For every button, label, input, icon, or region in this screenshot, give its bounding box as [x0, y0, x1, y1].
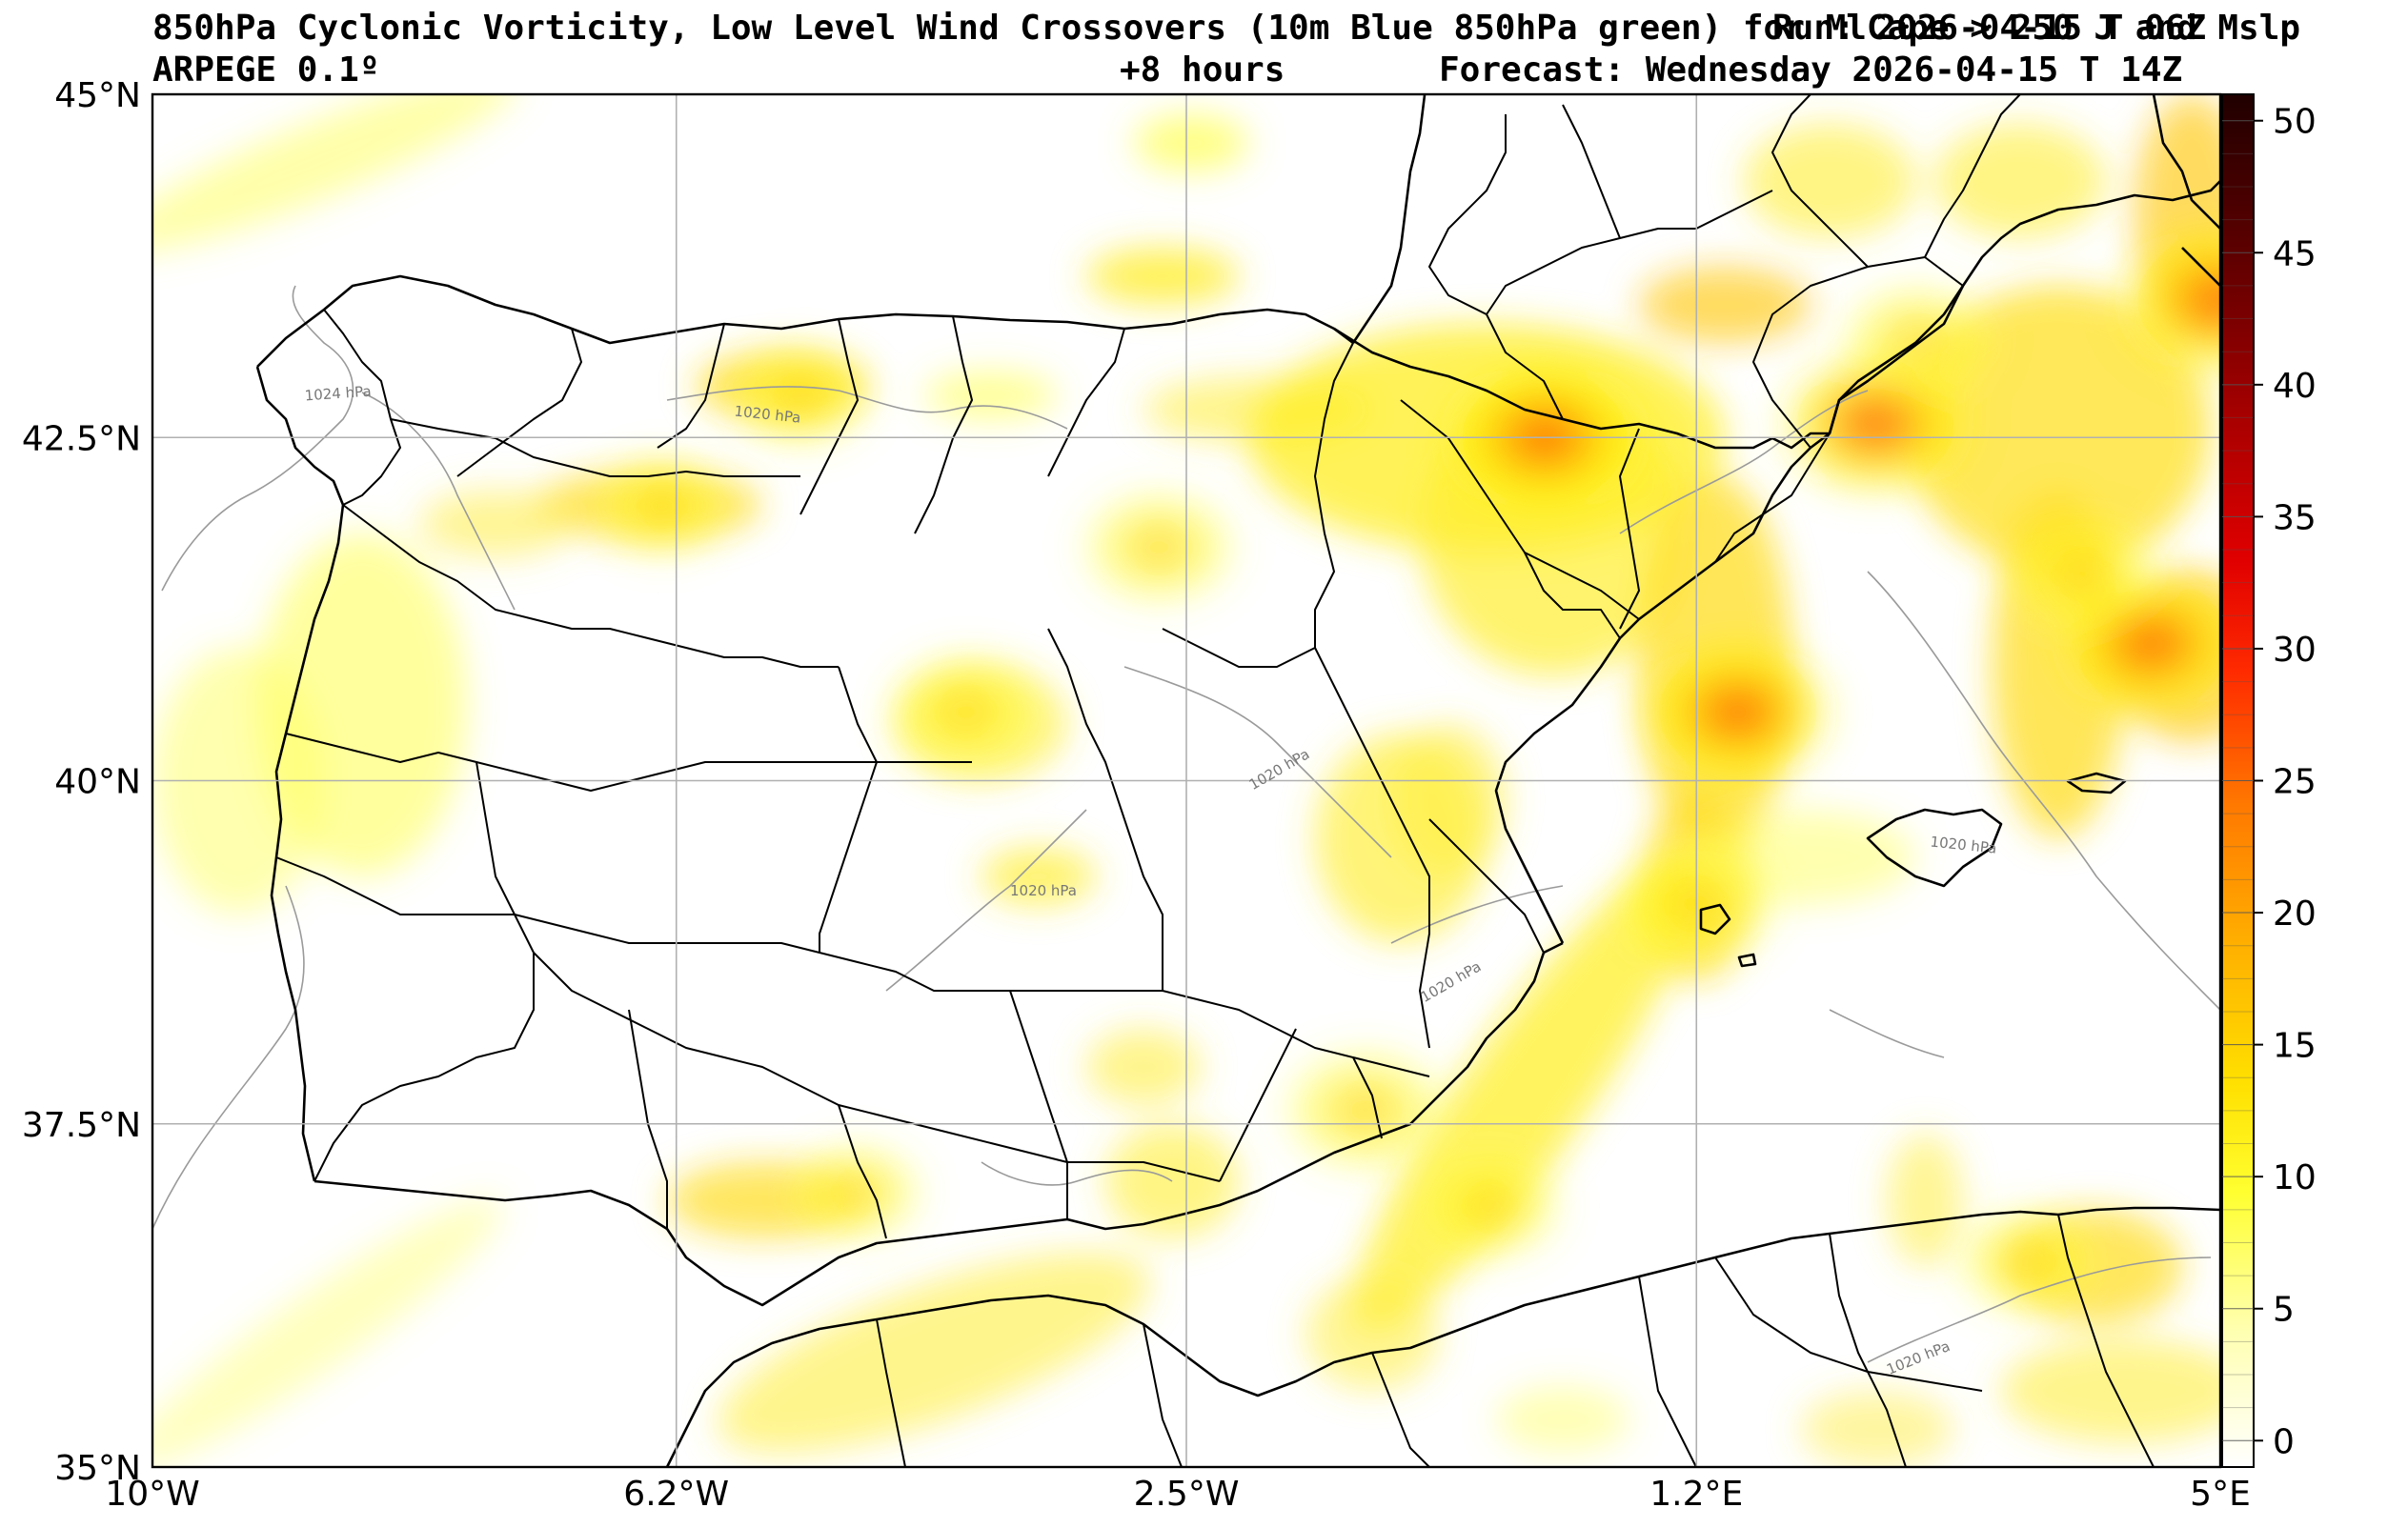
colorbar-tick-label: 15	[2273, 1027, 2317, 1066]
regional-borders	[275, 93, 2155, 1468]
vorticity-hotspot	[722, 337, 879, 455]
vorticity-hotspot	[1272, 1040, 1459, 1180]
colorbar-tick-label: 45	[2273, 234, 2317, 273]
lead-time: +8 hours	[1120, 50, 1285, 90]
vorticity-hotspot	[1995, 509, 2170, 640]
lon-tick-label: 6.2°W	[623, 1475, 729, 1514]
graticule	[152, 94, 2220, 1467]
colorbar-tick-label: 30	[2273, 631, 2317, 670]
longitude-ticks: 10°W 6.2°W 2.5°W 1.2°E 5°E	[105, 1475, 2251, 1514]
run-time: Run: 2026-04-15 T 06Z	[1772, 9, 2207, 48]
lon-tick-label: 2.5°W	[1134, 1475, 1240, 1514]
model-name: ARPEGE 0.1º	[152, 50, 380, 90]
vorticity-hotspot	[1770, 345, 1981, 503]
vorticity-hotspot	[780, 1136, 931, 1249]
forecast-time: Forecast: Wednesday 2026-04-15 T 14Z	[1439, 50, 2183, 90]
lat-tick-label: 37.5°N	[22, 1106, 141, 1145]
map-frame	[151, 92, 2222, 1469]
lon-tick-label: 1.2°E	[1649, 1475, 1743, 1514]
vorticity-hotspot	[1632, 633, 1844, 792]
latitude-ticks: 45°N 42.5°N 40°N 37.5°N 35°N	[22, 76, 141, 1488]
colorbar-tick-label: 50	[2273, 103, 2317, 142]
colorbar: 0 5 10 15 20 25 30 35 40 45 50	[2221, 93, 2317, 1468]
vorticity-hotspot	[1408, 1145, 1571, 1267]
lat-tick-label: 35°N	[54, 1449, 141, 1488]
isobar-label: 1020 hPa	[1010, 882, 1077, 899]
lat-tick-label: 40°N	[54, 763, 141, 802]
colorbar-tick-label: 25	[2273, 763, 2317, 802]
colorbar-tick-label: 10	[2273, 1158, 2317, 1197]
colorbar-tick-label: 5	[2273, 1291, 2295, 1330]
colorbar-tick-label: 0	[2273, 1422, 2295, 1461]
colorbar-tick-label: 35	[2273, 498, 2317, 537]
vorticity-hotspots	[587, 216, 2220, 1322]
vorticity-hotspot	[1071, 482, 1246, 613]
vorticity-hotspot	[587, 450, 738, 563]
lat-tick-label: 42.5°N	[22, 419, 141, 458]
lon-tick-label: 10°W	[105, 1475, 199, 1514]
country-borders	[255, 93, 2221, 1468]
lon-tick-label: 5°E	[2190, 1475, 2251, 1514]
lat-tick-label: 45°N	[54, 76, 141, 115]
map-title: 850hPa Cyclonic Vorticity, Low Level Win…	[152, 9, 2301, 48]
colorbar-tick-label: 40	[2273, 367, 2317, 406]
vorticity-hotspot	[1946, 1200, 2109, 1322]
vorticity-hotspot	[879, 647, 1053, 777]
isobar-label: 1024 hPa	[304, 383, 372, 405]
colorbar-tick-label: 20	[2273, 895, 2317, 934]
